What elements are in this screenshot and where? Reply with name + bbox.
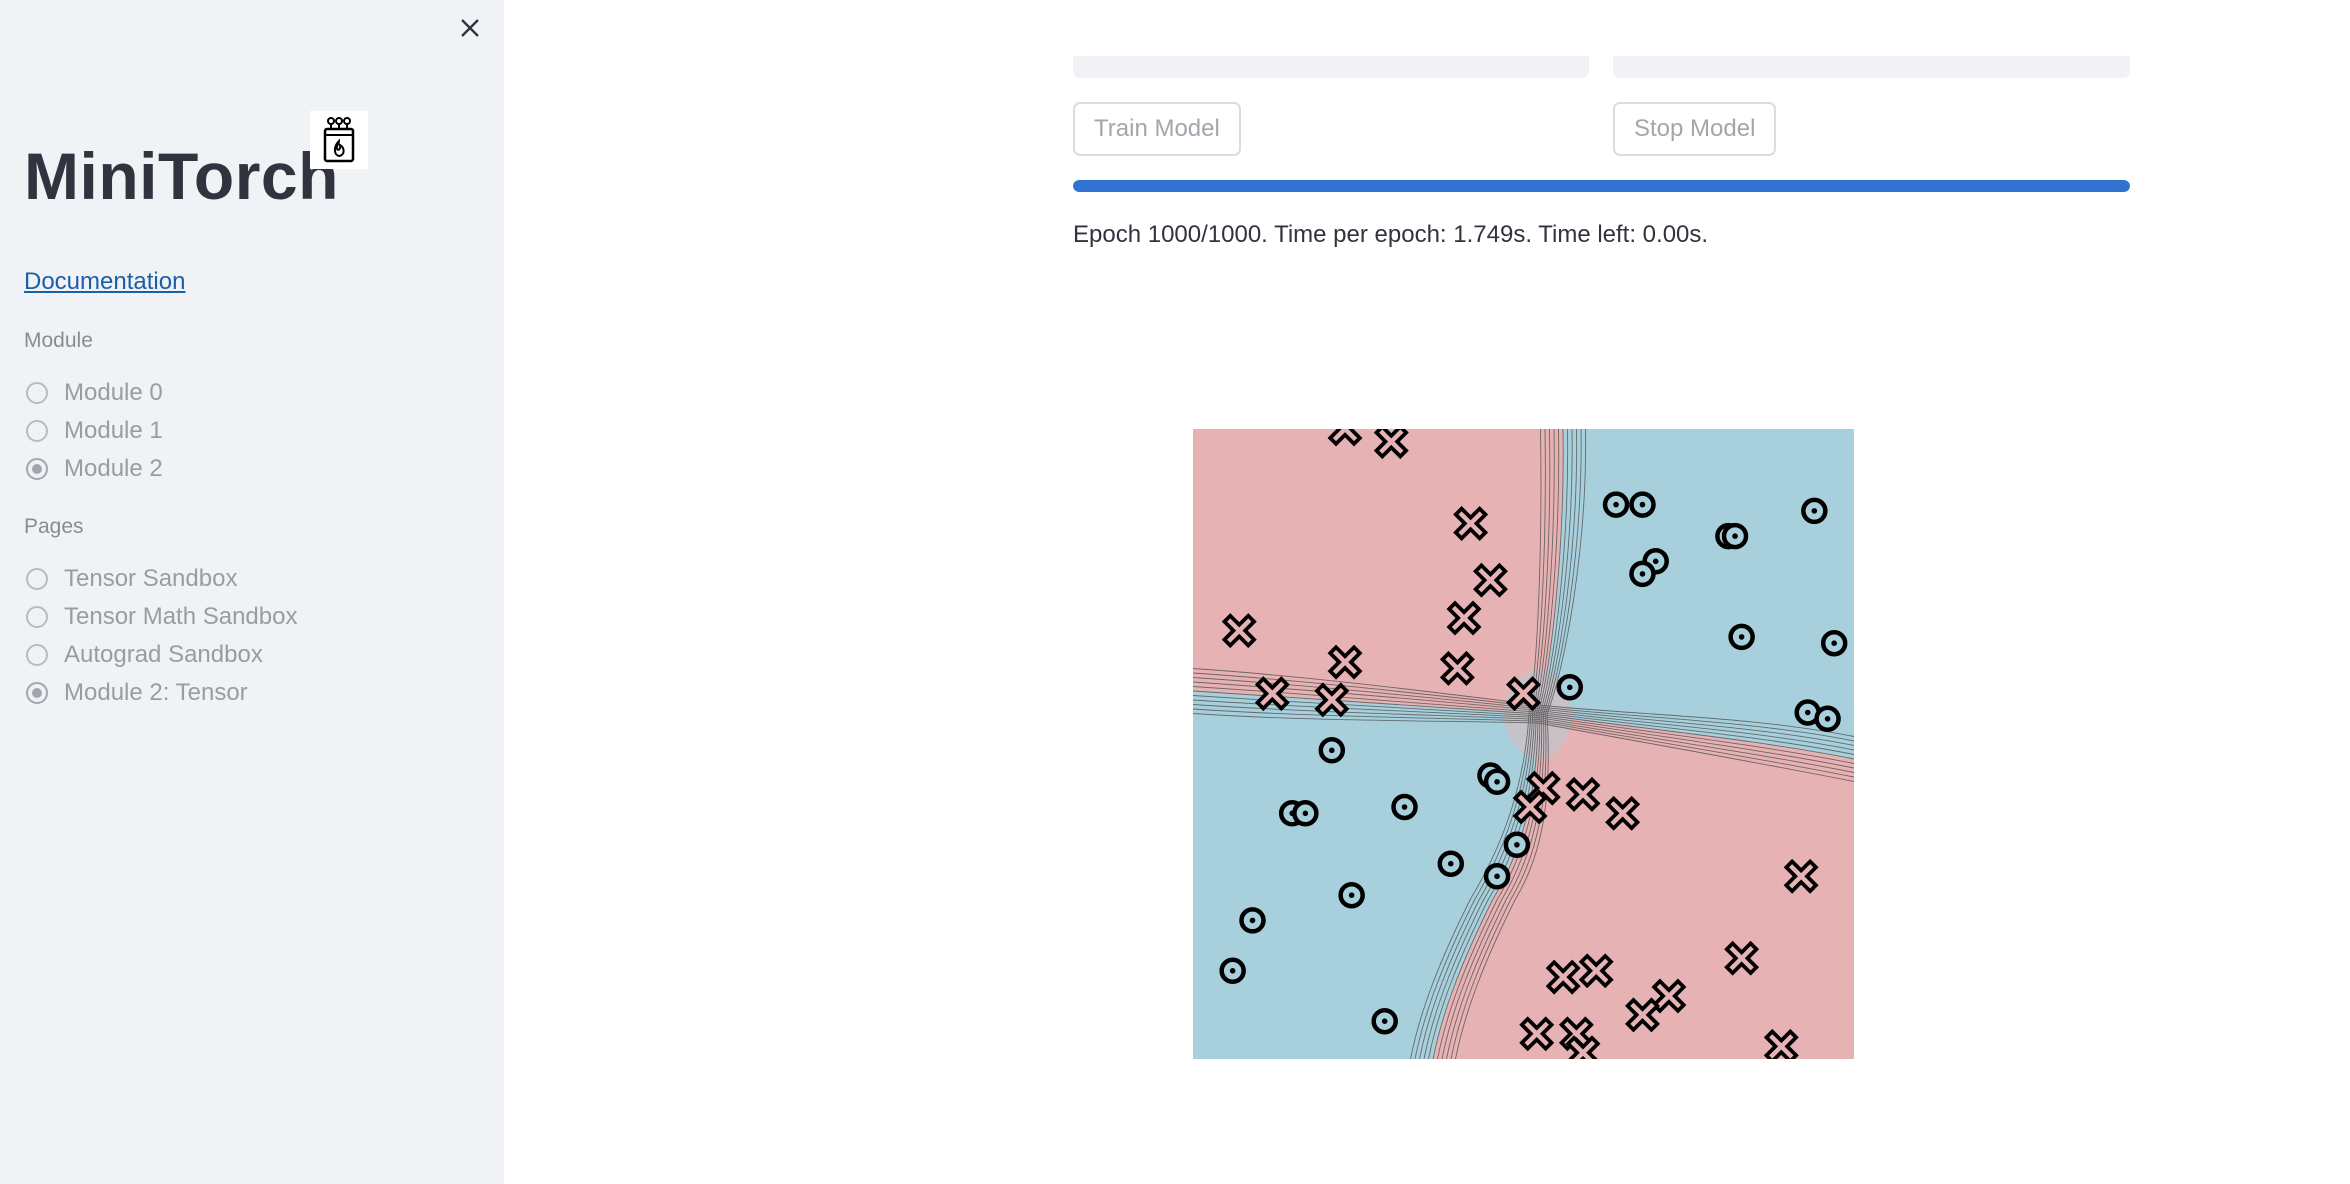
- radio-circle: [26, 606, 48, 628]
- contour-line: [1193, 699, 1854, 769]
- circle-marker: [1483, 768, 1511, 796]
- data-markers: [1219, 429, 1848, 1059]
- x-marker: [1565, 776, 1601, 812]
- radio-module-2[interactable]: Module 2: [26, 454, 163, 484]
- circle-marker: [1239, 907, 1266, 934]
- app-title: MiniTorch: [24, 139, 339, 213]
- x-marker: [1254, 676, 1290, 712]
- parameter-input-right[interactable]: [1613, 56, 2130, 78]
- circle-marker: [1728, 623, 1755, 651]
- x-marker: [1724, 940, 1760, 976]
- x-marker: [1439, 650, 1475, 686]
- circle-marker: [1556, 674, 1584, 701]
- circle-marker: [1338, 881, 1365, 909]
- x-marker: [1512, 789, 1548, 825]
- circle-marker: [1391, 793, 1418, 821]
- parameter-input-left[interactable]: [1073, 56, 1589, 78]
- x-marker: [1783, 858, 1819, 894]
- contour-line: [1193, 686, 1854, 755]
- minitorch-logo-icon: [323, 117, 355, 163]
- circle-marker: [1629, 560, 1656, 588]
- documentation-link[interactable]: Documentation: [24, 268, 186, 295]
- radio-module-2-tensor[interactable]: Module 2: Tensor: [26, 678, 248, 708]
- radio-circle: [26, 644, 48, 666]
- training-progress-bar: [1073, 180, 2130, 192]
- contour-line: [1193, 681, 1854, 751]
- circle-marker: [1437, 850, 1465, 877]
- x-marker: [1605, 795, 1641, 831]
- sidebar: MiniTorch Documentation Module Module 0 …: [0, 0, 504, 1184]
- x-marker: [1314, 682, 1350, 718]
- contour-line: [1193, 708, 1854, 778]
- x-marker: [1519, 1016, 1555, 1052]
- x-marker: [1763, 1028, 1799, 1059]
- radio-label: Module 2: [64, 455, 163, 482]
- radio-label: Tensor Sandbox: [64, 565, 238, 592]
- circle-marker: [1371, 1007, 1398, 1035]
- training-status-text: Epoch 1000/1000. Time per epoch: 1.749s.…: [1073, 221, 1709, 248]
- radio-tensor-math-sandbox[interactable]: Tensor Math Sandbox: [26, 602, 297, 632]
- region-red-top-left: [1193, 429, 1564, 714]
- radio-circle: [26, 420, 48, 442]
- circle-marker: [1814, 705, 1841, 733]
- radio-module-0[interactable]: Module 0: [26, 378, 163, 408]
- pages-group-label: Pages: [24, 515, 84, 538]
- circle-marker: [1503, 831, 1531, 859]
- decision-boundary-plot: [1193, 429, 1854, 1059]
- circle-marker: [1483, 863, 1511, 890]
- module-group-label: Module: [24, 329, 93, 352]
- train-model-button[interactable]: Train Model: [1073, 102, 1241, 156]
- radio-circle-selected: [26, 458, 48, 480]
- x-marker: [1472, 562, 1508, 598]
- radio-label: Tensor Math Sandbox: [64, 603, 298, 630]
- close-icon: [461, 19, 479, 37]
- x-marker: [1506, 676, 1541, 712]
- contour-line: [1193, 704, 1854, 773]
- contour-line: [1193, 713, 1854, 782]
- circle-marker: [1292, 800, 1319, 827]
- x-marker: [1446, 600, 1482, 636]
- radio-label: Autograd Sandbox: [64, 641, 263, 668]
- circle-marker: [1801, 497, 1828, 525]
- radio-circle-selected: [26, 682, 48, 704]
- radio-autograd-sandbox[interactable]: Autograd Sandbox: [26, 640, 263, 670]
- circle-marker: [1602, 491, 1630, 518]
- radio-label: Module 0: [64, 379, 163, 406]
- radio-tensor-sandbox[interactable]: Tensor Sandbox: [26, 564, 237, 594]
- stop-model-button[interactable]: Stop Model: [1613, 102, 1777, 156]
- x-marker: [1624, 997, 1660, 1033]
- circle-marker: [1629, 491, 1656, 518]
- x-marker: [1578, 953, 1614, 989]
- x-marker: [1545, 959, 1581, 995]
- radio-circle: [26, 382, 48, 404]
- close-sidebar-button[interactable]: [452, 10, 488, 46]
- x-marker: [1327, 644, 1363, 680]
- x-marker: [1221, 613, 1257, 649]
- x-marker: [1565, 1035, 1601, 1059]
- x-marker: [1651, 978, 1687, 1014]
- contour-line: [1193, 695, 1854, 764]
- x-marker: [1373, 429, 1409, 460]
- circle-marker: [1721, 522, 1749, 550]
- circle-marker: [1820, 629, 1848, 657]
- progress-fill: [1073, 180, 2130, 192]
- x-marker: [1453, 506, 1489, 541]
- radio-label: Module 2: Tensor: [64, 679, 248, 706]
- radio-circle: [26, 568, 48, 590]
- x-marker: [1327, 429, 1363, 447]
- circle-marker: [1219, 957, 1246, 985]
- radio-module-1[interactable]: Module 1: [26, 416, 163, 446]
- radio-label: Module 1: [64, 417, 163, 444]
- circle-marker: [1318, 737, 1346, 764]
- minitorch-logo: [310, 111, 368, 169]
- region-blue-bottom-left: [1193, 691, 1538, 1059]
